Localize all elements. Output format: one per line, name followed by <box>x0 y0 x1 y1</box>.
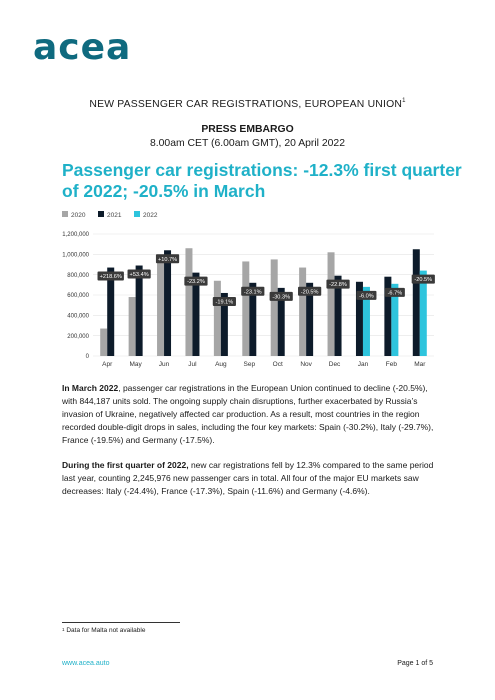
bar-2021-jan <box>355 281 363 356</box>
bar-2021-jul <box>192 272 200 356</box>
change-label-dec: -22.8% <box>329 282 347 288</box>
bar-2020-sep <box>242 261 250 356</box>
x-tick-label: Jan <box>358 361 369 368</box>
embargo-time: 8.00am CET (6.00am GMT), 20 April 2022 <box>149 138 345 149</box>
x-tick-label: Mar <box>414 361 426 368</box>
paragraph-march: In March 2022, passenger car registratio… <box>62 382 442 447</box>
bar-2021-jun <box>164 250 172 356</box>
bar-2020-dec <box>327 252 335 356</box>
bar-2020-apr <box>100 328 108 356</box>
change-label-bg <box>155 254 180 264</box>
registrations-bar-chart: 2020 2021 2022 0 200,000 400,000 600,000 800,00… <box>62 211 435 368</box>
bar-2022-mar <box>419 270 427 356</box>
change-label-bg <box>298 286 322 296</box>
bar-2021-may <box>135 265 143 356</box>
change-label-oct: -30.3% <box>272 294 290 300</box>
y-tick-label: 1,000,000 <box>62 253 89 259</box>
change-label-bg <box>127 269 151 279</box>
legend-label-2021: 2021 <box>107 212 122 219</box>
change-label-bg <box>97 271 124 281</box>
change-label-feb: -6.7% <box>388 290 403 296</box>
change-label-bg <box>212 296 236 306</box>
paragraph-quarter-text: new car registrations fell by 12.3% comp… <box>62 460 434 496</box>
legend-label-2022: 2022 <box>143 212 158 219</box>
bar-2020-nov <box>299 267 307 356</box>
acea-logo: acea <box>33 27 132 68</box>
bar-2021-aug <box>220 292 228 356</box>
y-tick-label: 800,000 <box>67 273 89 279</box>
x-tick-label: Apr <box>102 361 113 368</box>
change-label-mar: -20.5% <box>414 277 432 283</box>
change-label-bg <box>384 287 405 297</box>
legend-label-2020: 2020 <box>71 212 86 219</box>
headline: Passenger car registrations: -12.3% firs… <box>62 160 462 201</box>
bar-2021-oct <box>277 287 285 356</box>
change-label-bg <box>184 276 208 286</box>
x-tick-label: Jun <box>159 361 170 368</box>
bar-2022-jan <box>362 286 370 356</box>
bar-2021-apr <box>107 267 115 356</box>
bar-2020-aug <box>213 280 221 356</box>
bar-2021-dec <box>334 275 342 356</box>
bar-2022-feb <box>391 283 399 356</box>
footnote-text: Data for Malta not available <box>66 627 146 634</box>
change-label-bg <box>356 290 377 300</box>
bar-2020-jul <box>185 248 193 356</box>
bar-2021-nov <box>306 282 314 356</box>
footnote-divider <box>62 622 180 623</box>
footnote: 1 Data for Malta not available <box>62 627 145 634</box>
x-tick-label: Aug <box>215 361 227 368</box>
y-tick-label: 200,000 <box>67 334 89 340</box>
press-embargo: PRESS EMBARGO 8.00am CET (6.00am GMT), 2… <box>0 123 495 151</box>
legend-swatch-2020 <box>62 211 68 217</box>
change-label-jul: -23.2% <box>187 279 205 285</box>
legend-swatch-2021 <box>98 211 104 217</box>
bar-2021-sep <box>249 282 257 356</box>
document-title: NEW PASSENGER CAR REGISTRATIONS, EUROPEA… <box>89 98 406 110</box>
y-tick-label: 0 <box>86 354 90 360</box>
page-number: Page 1 of 5 <box>397 660 433 667</box>
bar-2020-may <box>128 297 136 356</box>
bar-2021-feb <box>384 276 392 356</box>
change-label-bg <box>241 286 265 296</box>
embargo-title: PRESS EMBARGO <box>201 124 294 135</box>
paragraph-quarter-lead: During the first quarter of 2022, <box>62 460 189 470</box>
change-label-apr: +218.6% <box>100 274 122 280</box>
x-tick-label: May <box>129 361 142 368</box>
x-tick-label: Nov <box>300 361 312 368</box>
footnote-mark: 1 <box>62 627 65 632</box>
x-tick-label: Oct <box>273 361 283 368</box>
x-tick-label: Feb <box>386 361 398 368</box>
change-label-may: +53.4% <box>130 272 149 278</box>
paragraph-march-text: , passenger car registrations in the Eur… <box>62 383 434 445</box>
x-tick-label: Jul <box>188 361 197 368</box>
change-label-jun: +10.7% <box>158 257 177 263</box>
paragraph-quarter: During the first quarter of 2022, new ca… <box>62 459 442 498</box>
paragraph-march-lead: In March 2022 <box>62 383 119 393</box>
bar-2020-jun <box>157 260 165 356</box>
footnote-reference: 1 <box>402 98 406 104</box>
legend-swatch-2022 <box>134 211 140 217</box>
y-tick-label: 1,200,000 <box>62 232 89 238</box>
bar-2020-oct <box>270 259 278 356</box>
y-tick-label: 600,000 <box>67 293 89 299</box>
change-label-jan: -6.0% <box>359 293 374 299</box>
change-label-sep: -23.1% <box>244 289 262 295</box>
x-tick-label: Dec <box>329 361 341 368</box>
x-tick-label: Sep <box>244 361 256 368</box>
website-link[interactable]: www.acea.auto <box>62 660 110 667</box>
y-tick-label: 400,000 <box>67 314 89 320</box>
change-label-bg <box>411 274 435 284</box>
change-label-bg <box>269 291 293 301</box>
change-label-bg <box>326 279 350 289</box>
bar-2021-mar <box>412 249 420 356</box>
change-label-aug: -19.1% <box>216 299 234 305</box>
change-label-nov: -20.5% <box>301 289 319 295</box>
